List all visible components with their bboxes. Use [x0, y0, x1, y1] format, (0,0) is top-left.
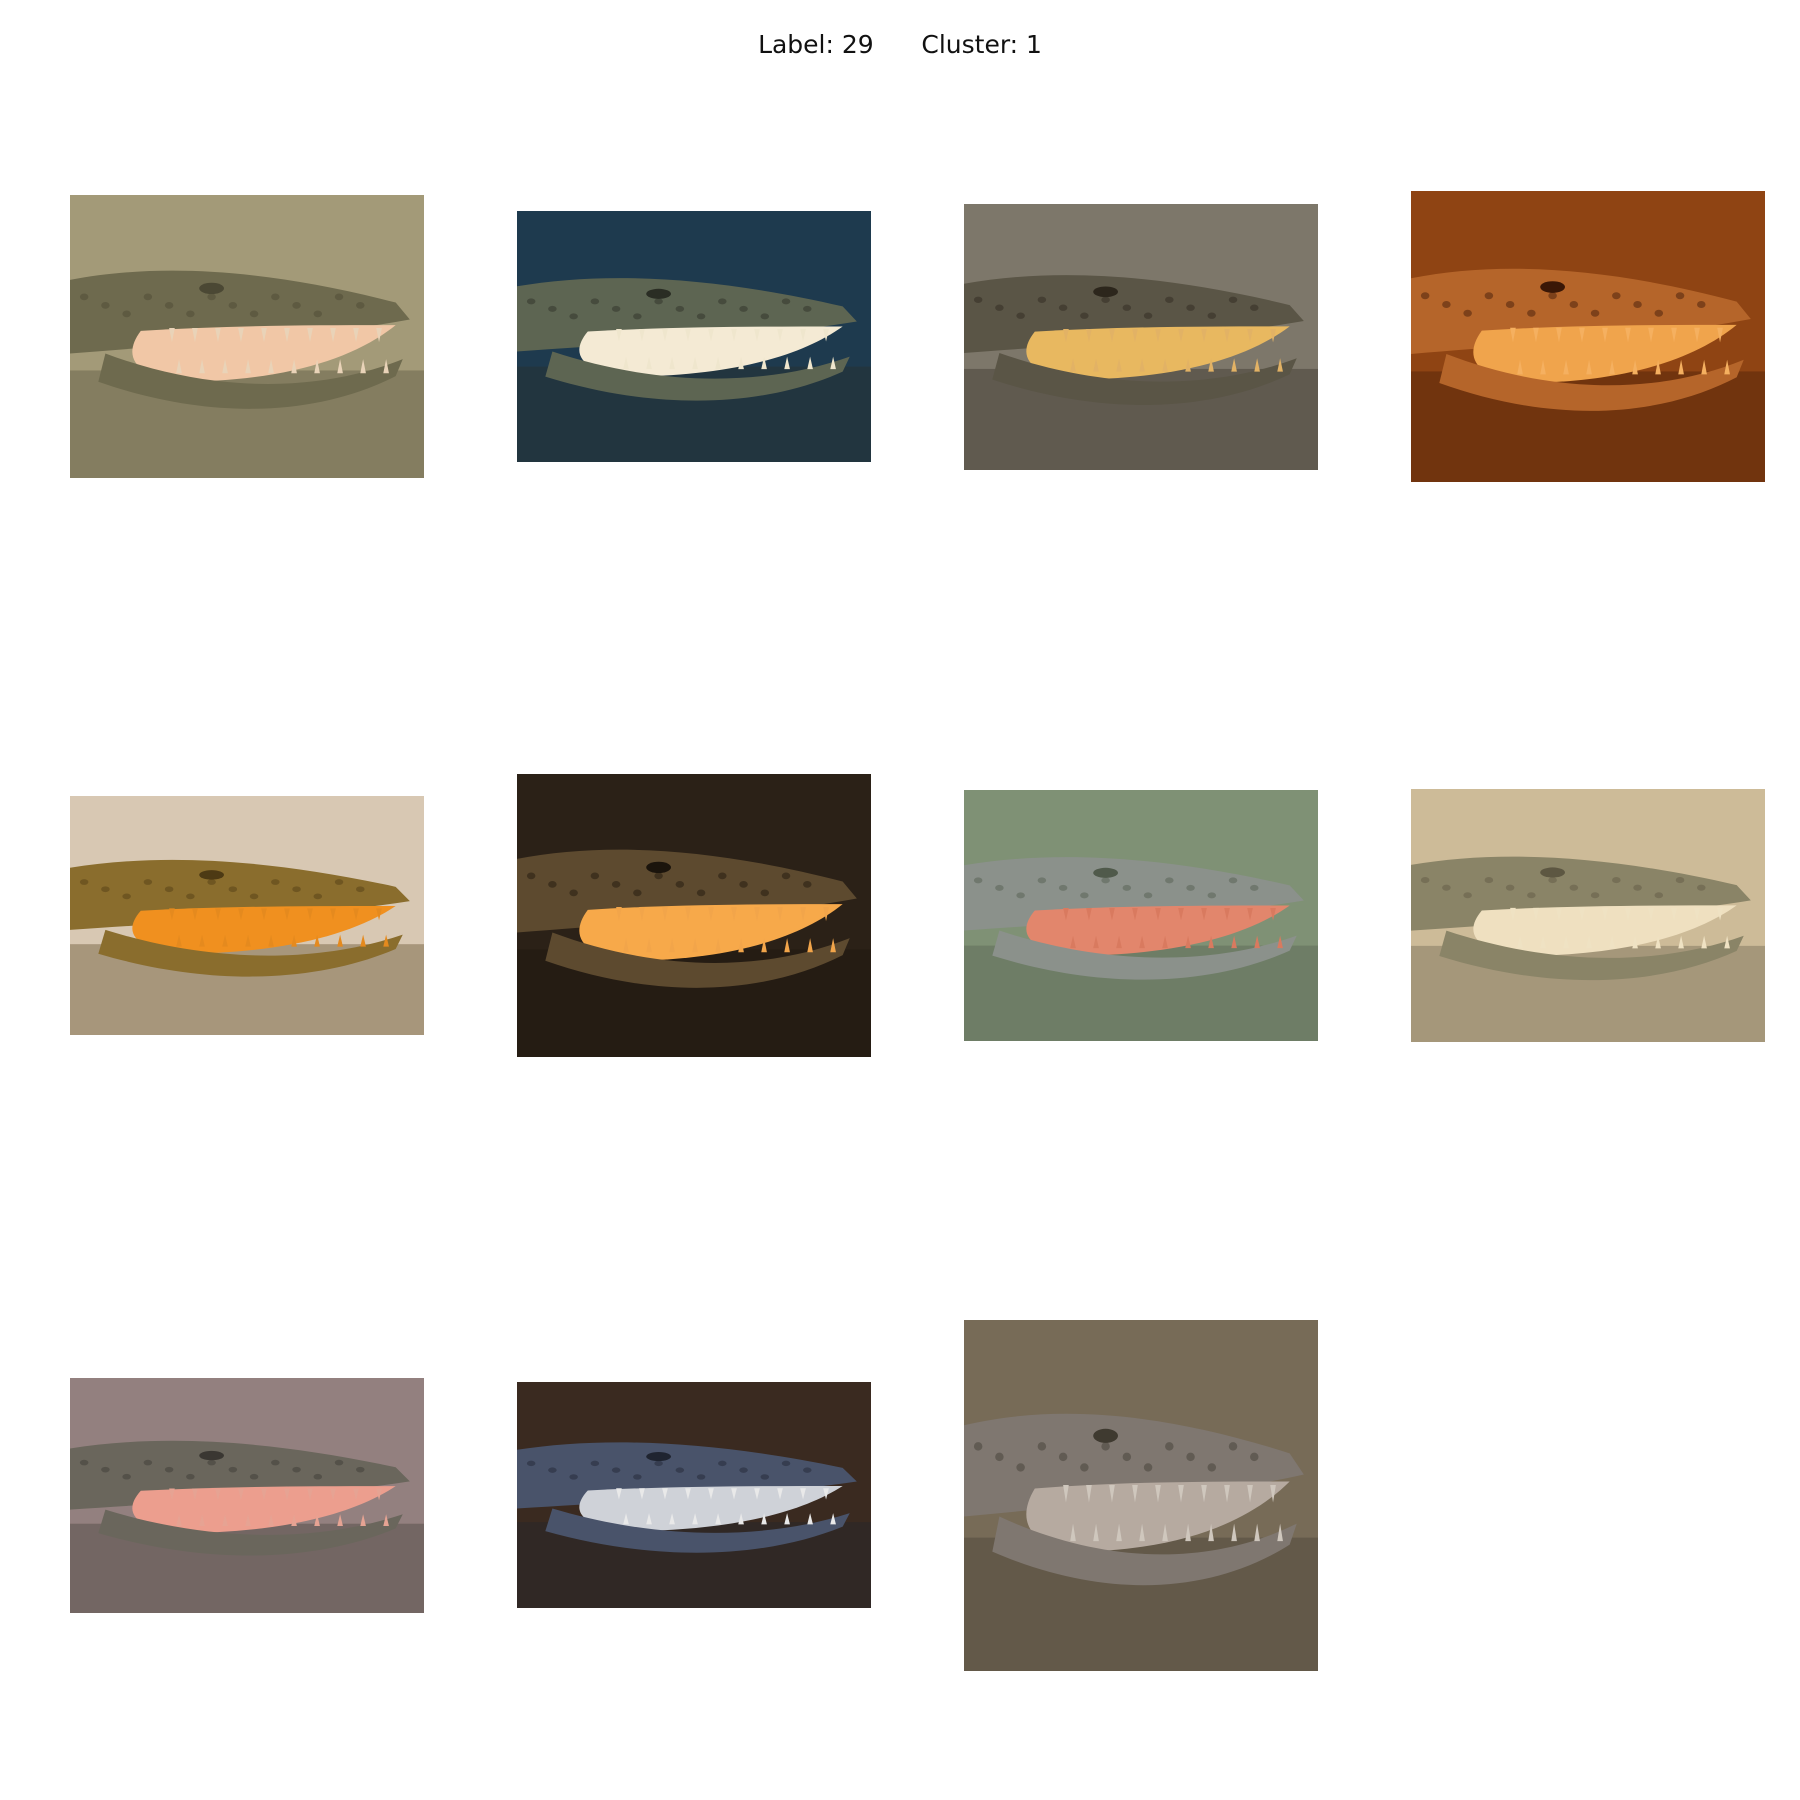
crocodile-photo-8: [1411, 789, 1765, 1042]
crocodile-photo-3: [964, 204, 1318, 470]
crocodile-photo-7: [964, 790, 1318, 1041]
crocodile-photo-placeholder: [517, 211, 871, 462]
crocodile-photo-placeholder: [964, 204, 1318, 470]
crocodile-photo-10: [517, 1382, 871, 1608]
crocodile-photo-placeholder: [517, 1382, 871, 1608]
crocodile-photo-4: [1411, 191, 1765, 482]
crocodile-photo-placeholder: [70, 796, 424, 1035]
crocodile-photo-placeholder: [964, 1320, 1318, 1671]
crocodile-photo-placeholder: [964, 790, 1318, 1041]
crocodile-photo-5: [70, 796, 424, 1035]
crocodile-photo-9: [70, 1378, 424, 1613]
crocodile-photo-6: [517, 774, 871, 1057]
crocodile-photo-placeholder: [70, 1378, 424, 1613]
crocodile-photo-placeholder: [70, 195, 424, 478]
crocodile-photo-11: [964, 1320, 1318, 1671]
crocodile-photo-placeholder: [517, 774, 871, 1057]
figure-title: Label: 29 Cluster: 1: [758, 30, 1042, 59]
crocodile-photo-2: [517, 211, 871, 462]
crocodile-photo-placeholder: [1411, 191, 1765, 482]
crocodile-photo-placeholder: [1411, 789, 1765, 1042]
crocodile-photo-1: [70, 195, 424, 478]
